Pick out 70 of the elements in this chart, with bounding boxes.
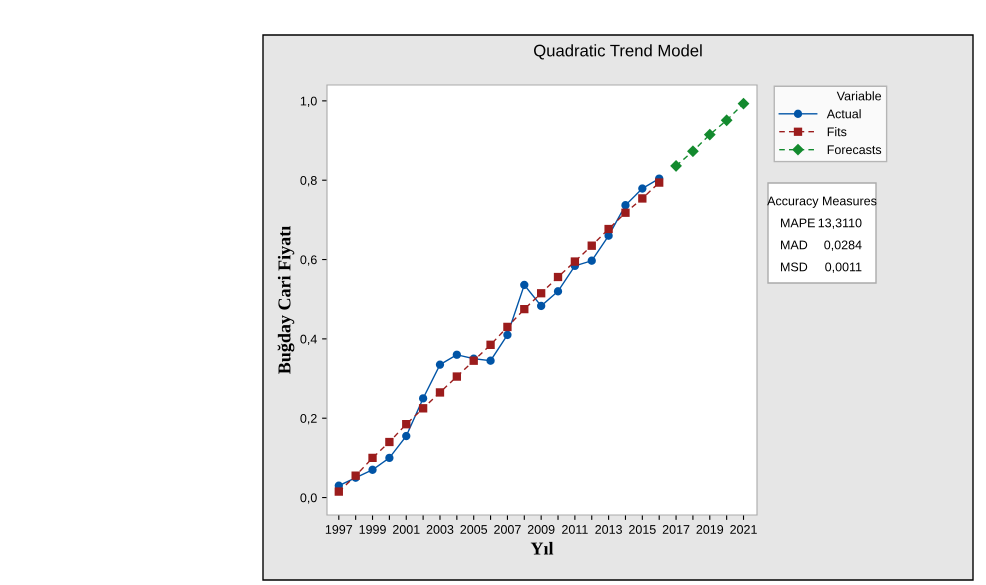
x-tick-label: 2009 xyxy=(528,525,554,534)
x-tick-label: 2007 xyxy=(494,525,521,534)
point xyxy=(621,208,630,217)
point xyxy=(721,114,732,126)
point xyxy=(554,287,562,296)
y-tick-label: 0,8 xyxy=(300,176,317,186)
point xyxy=(588,241,596,250)
point xyxy=(520,304,528,314)
point xyxy=(436,388,444,397)
point xyxy=(418,404,428,412)
point xyxy=(385,454,394,462)
point xyxy=(402,432,410,440)
text: 0,0011 xyxy=(825,262,862,273)
point xyxy=(368,466,377,474)
point xyxy=(554,272,562,282)
text: 0,0284 xyxy=(824,240,862,251)
point xyxy=(704,128,716,140)
point xyxy=(738,98,750,110)
point xyxy=(670,160,682,172)
text: MAD xyxy=(781,240,808,250)
x-tick-label: 2021 xyxy=(730,525,757,534)
point xyxy=(418,394,428,403)
legend-label: Actual xyxy=(826,109,861,118)
legend-title: Variable xyxy=(836,91,882,100)
legend-label: Forecasts xyxy=(828,145,882,154)
x-tick-label: 1999 xyxy=(360,525,386,534)
x-tick-label: 2003 xyxy=(426,525,454,534)
x-tick-label: 2005 xyxy=(460,525,488,534)
y-tick-label: 1,0 xyxy=(300,96,317,107)
text: MAPE xyxy=(781,218,815,228)
x-tick-label: 2011 xyxy=(562,525,588,534)
point xyxy=(604,224,613,234)
x-tick-label: 2001 xyxy=(392,525,420,534)
point xyxy=(536,289,546,298)
point xyxy=(638,194,646,203)
x-tick-label: 2017 xyxy=(662,525,690,534)
point xyxy=(588,256,596,265)
text: MSD xyxy=(781,262,808,272)
y-tick-label: 0,4 xyxy=(300,334,317,346)
x-tick-label: 2013 xyxy=(595,525,622,534)
point xyxy=(687,146,699,157)
text: Accuracy Measures xyxy=(767,196,876,208)
point xyxy=(621,201,630,210)
point xyxy=(368,454,377,462)
point xyxy=(638,184,646,193)
point xyxy=(452,350,462,359)
x-axis-title: Yıl xyxy=(530,542,554,554)
x-tick-label: 2015 xyxy=(629,525,656,534)
point xyxy=(570,257,580,266)
point xyxy=(402,420,410,428)
y-tick-label: 0,6 xyxy=(300,255,317,266)
point xyxy=(503,322,512,332)
point xyxy=(334,487,343,496)
y-axis-title: Buğday Cari Fiyatı xyxy=(278,226,294,374)
y-tick-label: 0,0 xyxy=(300,493,317,504)
text: 13,3110 xyxy=(818,218,862,229)
legend-label: Fits xyxy=(828,127,846,136)
point xyxy=(436,360,444,369)
point xyxy=(520,280,528,290)
point xyxy=(486,356,495,365)
x-tick-label: 2019 xyxy=(696,525,724,534)
y-tick-label: 0,2 xyxy=(300,414,317,424)
point xyxy=(486,340,495,349)
point xyxy=(452,372,462,381)
point xyxy=(503,330,512,340)
point xyxy=(536,302,546,310)
point xyxy=(385,438,394,446)
chart-title: Quadratic Trend Model xyxy=(534,44,702,60)
point xyxy=(655,178,664,187)
x-tick-label: 1997 xyxy=(326,525,352,534)
